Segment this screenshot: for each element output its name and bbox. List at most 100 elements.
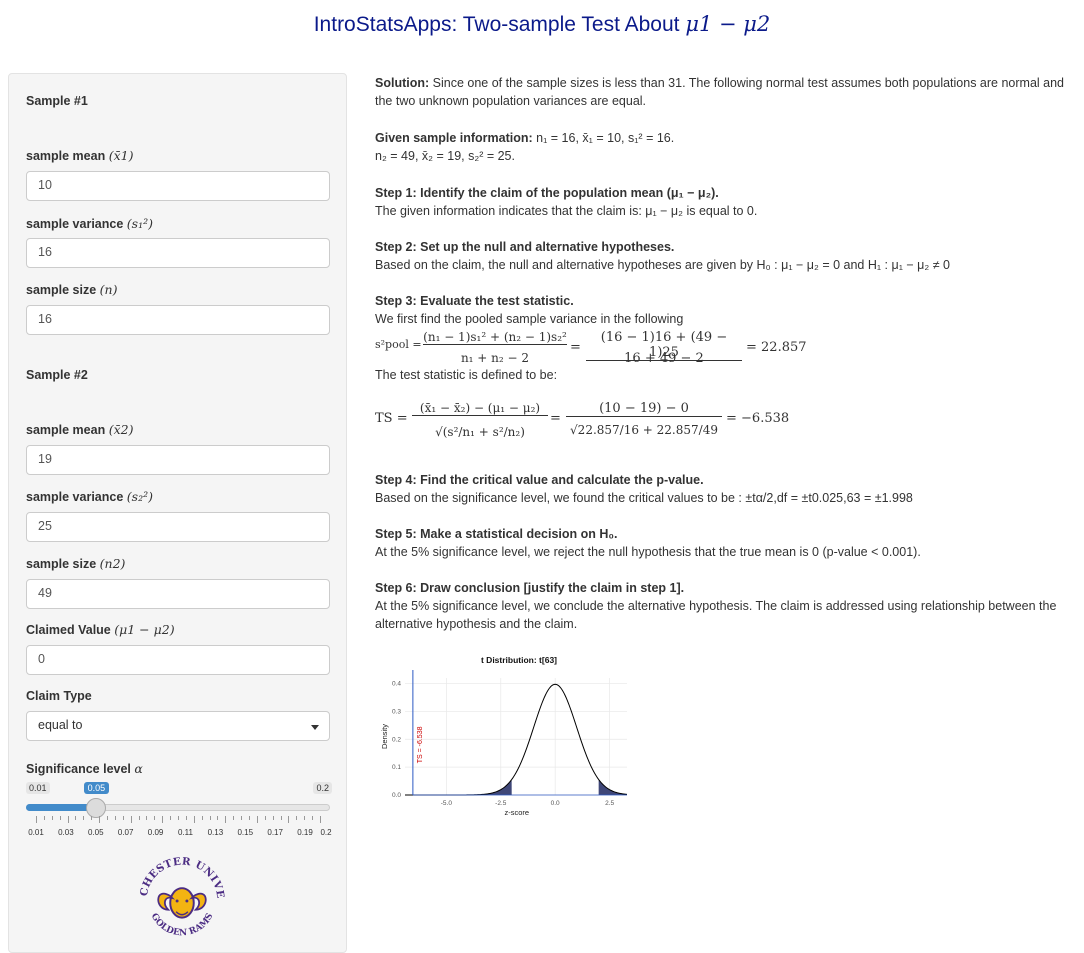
step5-bold: Step 5: Make a statistical decision on H… [375, 527, 618, 541]
slider-tick-mark [249, 816, 250, 820]
slider-tick-mark [241, 816, 243, 820]
slider-tick-label: 0.2 [320, 828, 332, 837]
ts-denominator: √(s²/n₁ + s²/n₂) [435, 425, 525, 439]
slider-tick-mark [256, 816, 258, 823]
slider-fill [26, 804, 96, 811]
slider-tick-label: 0.01 [28, 828, 44, 837]
slider-tick-mark [130, 816, 132, 823]
mean1-label-text: sample mean [26, 149, 106, 163]
n2-label: sample size (n2) [26, 556, 125, 571]
slider-tick-mark [233, 816, 235, 820]
n1-symbol: (n) [99, 282, 118, 297]
slider-tick-label: 0.07 [117, 828, 134, 837]
n1-label: sample size (n) [26, 282, 117, 297]
slider-tick-mark [75, 816, 77, 820]
slider-tick-label: 0.05 [87, 828, 104, 837]
chart-title: t Distribution: t[63] [481, 655, 557, 665]
slider-min-label: 0.01 [26, 782, 50, 794]
slider-tick-label: 0.11 [177, 828, 193, 837]
ts-lhs: TS = [375, 411, 408, 426]
pooled-result: = 22.857 [746, 340, 807, 355]
t-distribution-chart: 0.0 0.1 0.2 0.3 0.4 -5.0 -2.5 0.0 2.5 TS = -6.538… [380, 655, 628, 817]
x-tick-label: -5.0 [441, 800, 453, 807]
var2-input[interactable]: 25 [26, 512, 330, 542]
claim-type-label: Claim Type [26, 689, 92, 703]
given-info: Given sample information: n₁ = 16, x̄₁ =… [375, 129, 1075, 147]
slider-tick-mark [154, 816, 156, 820]
slider-tick-mark [201, 816, 203, 820]
slider-tick-mark [146, 816, 148, 820]
test-statistic-label: TS = -6.538 [417, 726, 424, 763]
var2-label: sample variance (s₂²) [26, 489, 153, 504]
claimed-label: Claimed Value (μ1 − μ2) [26, 622, 175, 637]
mean2-input[interactable]: 19 [26, 445, 330, 475]
y-tick-label: 0.1 [392, 764, 401, 771]
slider-handle[interactable] [85, 798, 106, 818]
title-math: μ1 − μ2 [685, 12, 771, 36]
slider-tick-mark [312, 816, 314, 820]
n2-input[interactable]: 49 [26, 579, 330, 609]
ts-result: = −6.538 [726, 411, 790, 426]
ts-intro: The test statistic is defined to be: [375, 368, 558, 382]
var1-input[interactable]: 16 [26, 238, 330, 268]
ts-denominator-values: √22.857/16 + 22.857/49 [570, 423, 718, 437]
slider-tick-mark [280, 816, 282, 820]
slider-tick-mark [304, 816, 306, 820]
sample1-heading: Sample #1 [26, 94, 88, 108]
claimed-value-input[interactable]: 0 [26, 645, 330, 675]
y-tick-label: 0.4 [392, 681, 401, 688]
university-logo: WEST CHESTER UNIVERSITY GOLDEN RAMS [133, 849, 226, 938]
claim-type-select[interactable]: equal to [26, 711, 330, 741]
var2-symbol: (s₂²) [126, 489, 153, 504]
slider-tick-mark [36, 816, 37, 823]
slider-tick-label: 0.09 [147, 828, 164, 837]
slider-tick-mark [83, 816, 85, 820]
x-axis-label: z-score [504, 808, 529, 817]
step5-heading: Step 5: Make a statistical decision on H… [375, 525, 1075, 543]
y-tick-label: 0.2 [392, 736, 401, 743]
significance-slider[interactable]: 0.01 0.2 0.05 0.01 0.03 0.05 0.07 0.09 0.11 0.… [26, 782, 332, 837]
y-tick-label: 0.0 [392, 792, 401, 799]
pooled-denominator-values: 16 + 49 − 2 [624, 351, 704, 366]
n1-label-text: sample size [26, 283, 97, 297]
sidebar-panel: Sample #1 sample mean (x̄1) 10 sample va… [8, 73, 347, 953]
step4-bold: Step 4: Find the critical value and calc… [375, 473, 704, 487]
pooled-equals: = [570, 340, 581, 355]
step5-text: At the 5% significance level, we reject … [375, 545, 921, 559]
mean1-input[interactable]: 10 [26, 171, 330, 201]
slider-tick-mark [138, 816, 140, 820]
solution-intro: Solution: Since one of the sample sizes … [375, 74, 1075, 110]
claimed-label-text: Claimed Value [26, 623, 111, 637]
density-curve [405, 683, 628, 796]
var2-label-text: sample variance [26, 490, 124, 504]
slider-max-label: 0.2 [313, 782, 332, 794]
y-axis-label: Density [380, 724, 389, 749]
pooled-lhs: s²pool = [375, 338, 422, 351]
step6-heading: Step 6: Draw conclusion [justify the cla… [375, 579, 1075, 597]
pooled-denominator: n₁ + n₂ − 2 [460, 351, 530, 365]
slider-tick-mark [288, 816, 290, 823]
slider-tick-mark [107, 816, 108, 820]
mean1-symbol: (x̄1) [108, 148, 134, 163]
slider-ticks: 0.01 0.03 0.05 0.07 0.09 0.11 0.13 0.15 0.17 0.19… [26, 816, 332, 837]
ts-numerator-values: (10 − 19) − 0 [566, 401, 722, 417]
claimed-symbol: (μ1 − μ2) [114, 622, 175, 637]
solution-bold: Solution: [375, 76, 430, 90]
slider-tick-label: 0.15 [237, 828, 254, 837]
x-tick-label: -2.5 [495, 800, 507, 807]
x-tick-label: 0.0 [551, 800, 560, 807]
solution-text: Since one of the sample sizes is less th… [375, 76, 1065, 108]
pooled-numerator: (n₁ − 1)s₁² + (n₂ − 1)s₂² [423, 330, 567, 345]
chevron-down-icon [311, 725, 319, 730]
step1-bold: Step 1: Identify the claim of the popula… [375, 186, 719, 200]
claim-type-value: equal to [38, 718, 83, 732]
slider-tick-label: 0.13 [207, 828, 224, 837]
slider-tick-mark [51, 816, 53, 820]
mean1-label: sample mean (x̄1) [26, 148, 133, 163]
n1-input[interactable]: 16 [26, 305, 330, 335]
slider-tick-mark [320, 816, 321, 823]
slider-tick-mark [91, 816, 93, 820]
significance-label-text: Significance level [26, 762, 131, 776]
step6-bold: Step 6: Draw conclusion [justify the cla… [375, 581, 685, 595]
step2-heading: Step 2: Set up the null and alternative … [375, 238, 1075, 256]
